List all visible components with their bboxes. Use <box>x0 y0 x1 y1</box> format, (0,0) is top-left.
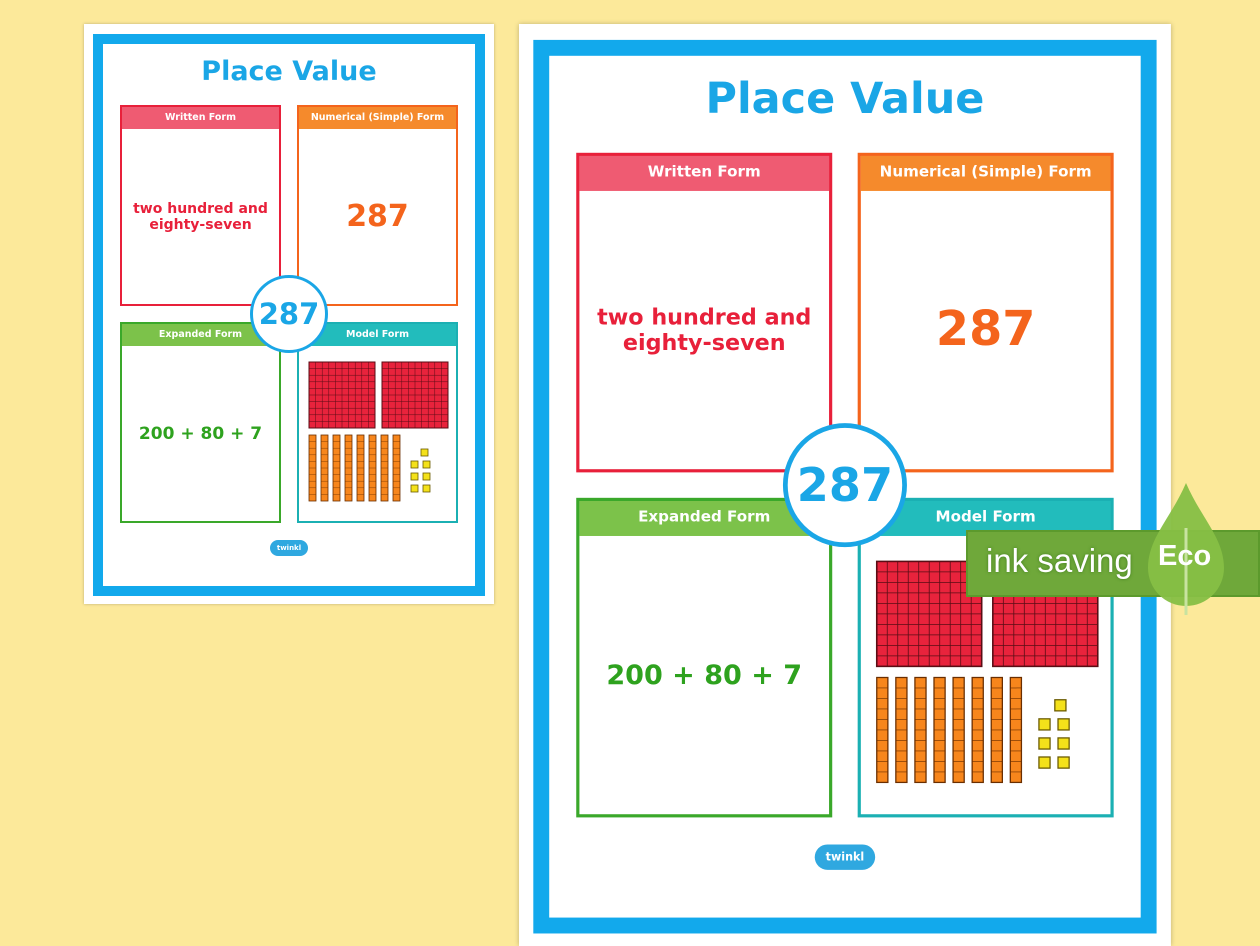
one-cube <box>1054 699 1067 712</box>
numerical-form-box: Numerical (Simple) Form 287 <box>857 152 1114 473</box>
twinkl-logo: twinkl <box>270 540 308 556</box>
numerical-form-box: Numerical (Simple) Form 287 <box>297 105 458 306</box>
one-cube <box>1038 718 1051 731</box>
model-form-box: Model Form <box>297 322 458 523</box>
one-cube <box>1057 737 1070 750</box>
model-form-label: Model Form <box>299 324 456 346</box>
poster-preview-small: Place Value Written Form two hundred and … <box>84 24 494 604</box>
one-cube <box>420 448 429 457</box>
eco-label: Eco <box>1158 540 1212 572</box>
one-cube <box>410 460 419 469</box>
expanded-form-label: Expanded Form <box>122 324 279 346</box>
poster-title: Place Value <box>705 74 985 125</box>
expanded-form-label: Expanded Form <box>579 501 830 536</box>
expanded-form-value: 200 + 80 + 7 <box>138 423 263 444</box>
number-circle: 287 <box>782 423 907 548</box>
written-form-label: Written Form <box>579 155 830 191</box>
numerical-form-label: Numerical (Simple) Form <box>299 107 456 129</box>
written-form-label: Written Form <box>122 107 279 129</box>
one-cube <box>410 472 419 481</box>
one-cube <box>1038 756 1051 769</box>
numerical-form-value: 287 <box>935 302 1036 358</box>
ink-saving-text: ink saving <box>986 542 1133 579</box>
written-form-box: Written Form two hundred and eighty-seven <box>120 105 281 306</box>
one-cube <box>1057 756 1070 769</box>
poster-border <box>93 34 485 596</box>
number-circle: 287 <box>250 275 328 353</box>
expanded-form-box: Expanded Form 200 + 80 + 7 <box>120 322 281 523</box>
one-cube <box>422 484 431 493</box>
twinkl-logo: twinkl <box>814 844 876 870</box>
base-ten-blocks <box>308 361 449 502</box>
one-cube <box>410 484 419 493</box>
expanded-form-box: Expanded Form 200 + 80 + 7 <box>576 497 833 818</box>
one-cube <box>1038 737 1051 750</box>
expanded-form-value: 200 + 80 + 7 <box>606 659 803 692</box>
leaf-drop-icon <box>1148 483 1224 615</box>
numerical-form-label: Numerical (Simple) Form <box>860 155 1111 191</box>
one-cube <box>1057 718 1070 731</box>
written-form-value: two hundred and eighty-seven <box>133 200 268 233</box>
one-cube <box>422 460 431 469</box>
poster-title: Place Value <box>201 56 377 87</box>
poster-preview-large: Place Value Written Form two hundred and … <box>519 24 1171 946</box>
one-cube <box>422 472 431 481</box>
written-form-value: two hundred and eighty-seven <box>597 304 812 356</box>
numerical-form-value: 287 <box>346 199 409 234</box>
written-form-box: Written Form two hundred and eighty-seven <box>576 152 833 473</box>
